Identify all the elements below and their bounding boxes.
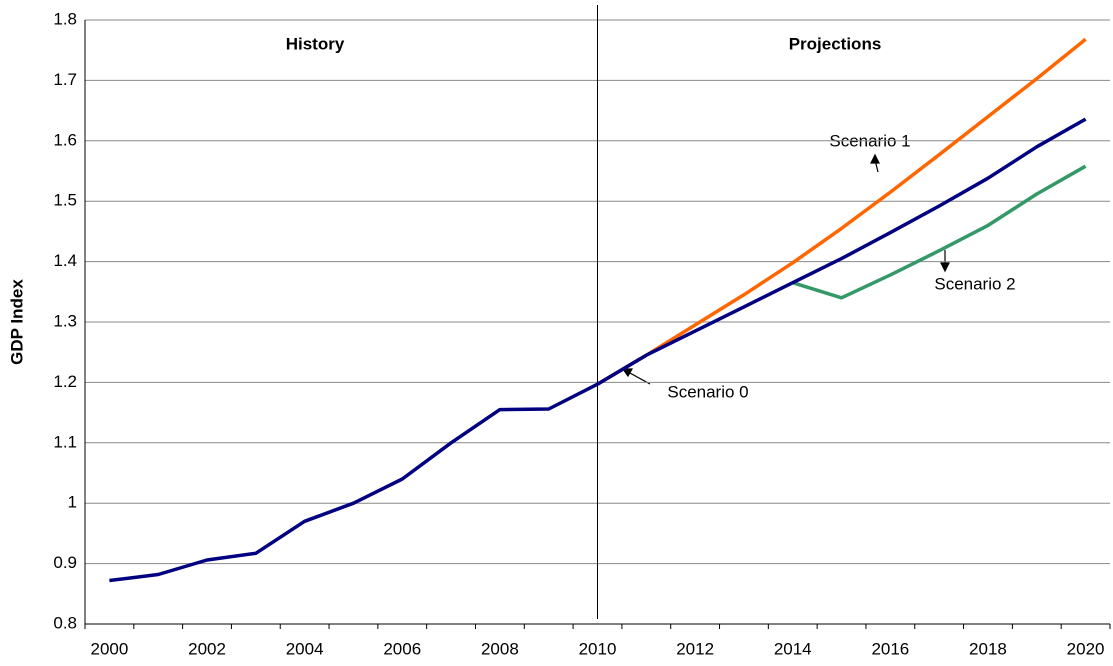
y-tick-label: 1.2 — [53, 372, 77, 391]
y-tick-label: 1.8 — [53, 9, 77, 28]
x-tick-label: 2016 — [871, 639, 909, 658]
y-tick-label: 1.4 — [53, 251, 77, 270]
x-tick-label: 2000 — [90, 639, 128, 658]
y-tick-label: 0.8 — [53, 613, 77, 632]
x-tick-label: 2014 — [774, 639, 812, 658]
x-tick-label: 2002 — [188, 639, 226, 658]
series-line — [596, 37, 1087, 386]
series-annotation: Scenario 2 — [934, 274, 1015, 293]
y-tick-label: 1.6 — [53, 130, 77, 149]
y-tick-label: 1.5 — [53, 191, 77, 210]
region-label: History — [286, 34, 345, 53]
region-label: Projections — [789, 34, 882, 53]
series-annotation: Scenario 0 — [667, 382, 748, 401]
x-tick-label: 2012 — [676, 639, 714, 658]
y-tick-label: 1.7 — [53, 70, 77, 89]
x-tick-label: 2018 — [969, 639, 1007, 658]
x-tick-label: 2010 — [579, 639, 617, 658]
y-tick-label: 1.3 — [53, 311, 77, 330]
y-tick-label: 1.1 — [53, 432, 77, 451]
x-tick-label: 2004 — [286, 639, 324, 658]
x-tick-label: 2008 — [481, 639, 519, 658]
series-line — [792, 164, 1087, 300]
series-line — [109, 117, 1087, 583]
x-tick-label: 2006 — [383, 639, 421, 658]
x-tick-label: 2020 — [1067, 639, 1105, 658]
y-axis-title: GDP Index — [7, 279, 26, 365]
y-tick-label: 1 — [68, 493, 77, 512]
annotation-arrows — [621, 153, 950, 385]
y-tick-label: 0.9 — [53, 553, 77, 572]
